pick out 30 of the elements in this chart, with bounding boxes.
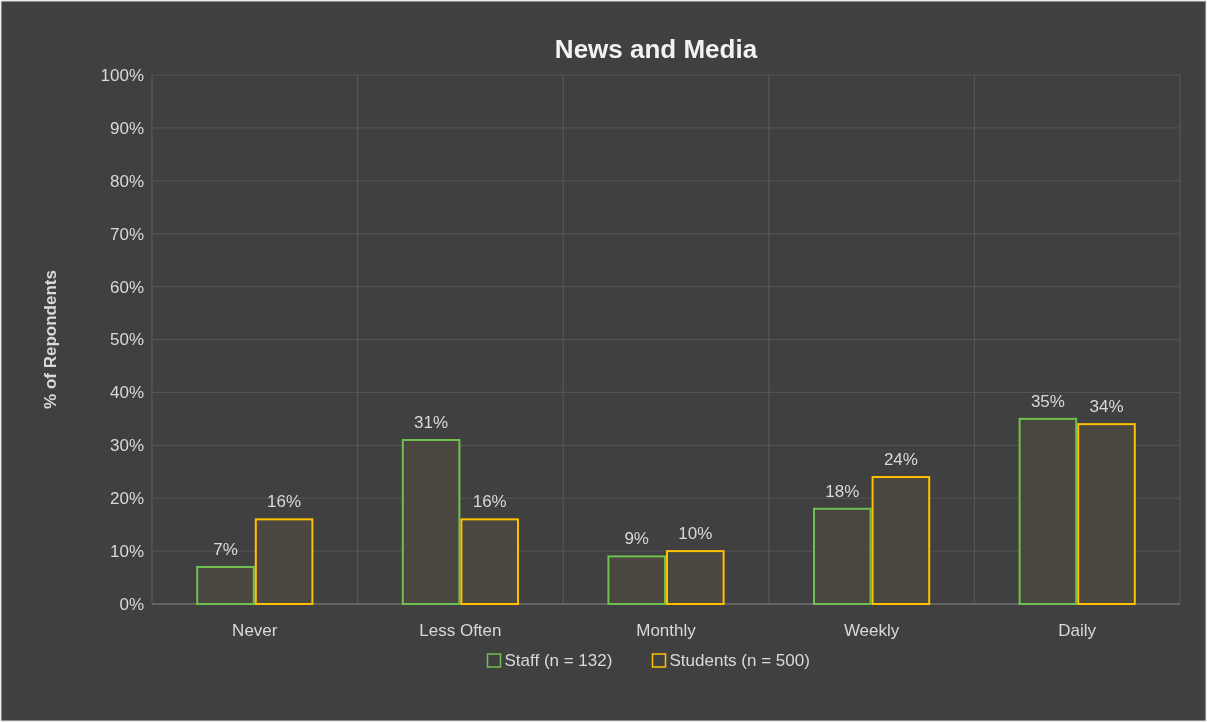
data-label: 16% [267,492,302,512]
data-label: 7% [213,539,238,559]
x-tick-label: Weekly [843,621,900,640]
y-tick-label: 60% [109,277,144,297]
data-label: 24% [883,450,918,470]
x-tick-label: Less Often [419,621,502,640]
data-label: 9% [624,529,649,549]
y-tick-label: 90% [109,118,144,138]
x-tick-label: Monthly [636,621,697,640]
data-label: 18% [825,481,860,501]
y-tick-label: 100% [100,65,144,85]
y-tick-label: 70% [109,224,144,244]
y-tick-label: 10% [109,542,144,562]
data-label: 16% [472,492,507,512]
x-tick-label: Never [232,621,278,640]
legend-label: Staff (n = 132) [504,651,613,670]
y-tick-label: 50% [109,330,144,350]
x-tick-label: Daily [1058,621,1097,640]
y-tick-label: 0% [119,594,144,614]
y-tick-label: 30% [109,436,144,456]
data-label: 34% [1089,397,1124,417]
legend-label: Students (n = 500) [669,651,810,670]
data-label: 31% [414,413,449,433]
y-tick-label: 80% [109,171,144,191]
data-label: 10% [678,524,713,544]
y-tick-label: 20% [109,489,144,509]
data-label: 35% [1030,391,1065,411]
chart-title: News and Media [554,34,758,64]
y-tick-label: 40% [109,383,144,403]
y-axis-title: % of Repondents [41,270,60,409]
